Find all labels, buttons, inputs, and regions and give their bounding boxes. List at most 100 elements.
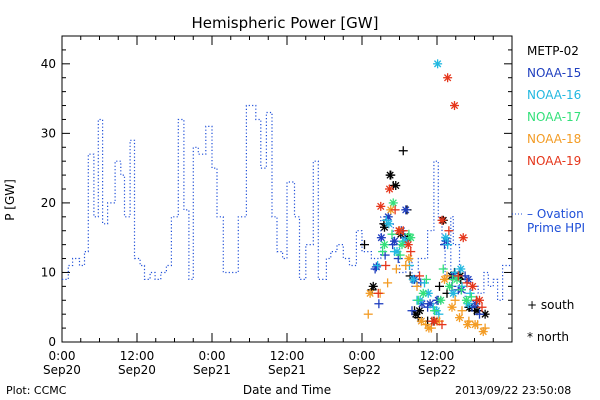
noaa-17-south-point xyxy=(456,285,466,295)
marker-star-arm xyxy=(464,300,472,308)
noaa-19-south-point xyxy=(444,226,454,236)
noaa-19-north-point xyxy=(443,73,453,83)
x-tick-time: 0:00 xyxy=(349,349,376,363)
marker-star-arm xyxy=(372,263,381,271)
x-tick-time: 12:00 xyxy=(420,349,455,363)
noaa-17-south-point xyxy=(430,306,439,316)
x-tick-time: 0:00 xyxy=(199,349,226,363)
legend-entry-noaa-18: NOAA-18 xyxy=(527,132,582,146)
noaa-17-south-point xyxy=(466,292,476,302)
satellite-markers xyxy=(360,59,490,337)
noaa-18-south-point xyxy=(391,264,401,274)
marker-star-arm xyxy=(415,307,424,315)
legend-hpi-label-line1: – Ovation xyxy=(527,207,584,221)
noaa-17-south-point xyxy=(378,247,388,257)
marker-star-arm xyxy=(475,296,484,304)
y-tick-label: 0 xyxy=(48,335,56,349)
x-axis: 0:00Sep2012:00Sep200:00Sep2112:00Sep210:… xyxy=(43,36,494,377)
noaa-19-south-point xyxy=(406,247,416,257)
marker-star-arm xyxy=(385,185,394,193)
noaa-19-south-point xyxy=(415,271,424,281)
marker-star-arm xyxy=(369,282,377,291)
x-tick-date: Sep22 xyxy=(343,363,381,377)
legend-entry-noaa-16: NOAA-16 xyxy=(527,88,582,102)
marker-star-arm xyxy=(407,234,415,242)
noaa-17-south-point xyxy=(395,250,405,260)
marker-star-arm xyxy=(433,60,442,68)
x-tick-time: 12:00 xyxy=(270,349,305,363)
x-tick-date: Sep20 xyxy=(118,363,156,377)
noaa-18-south-point xyxy=(457,306,467,316)
x-tick-date: Sep20 xyxy=(43,363,81,377)
marker-star-arm xyxy=(366,289,374,297)
noaa-17-north-point xyxy=(418,288,428,298)
metp-02-south-point xyxy=(360,240,369,250)
noaa-15-south-point xyxy=(475,309,484,319)
marker-star-arm xyxy=(449,289,457,297)
noaa-18-south-point xyxy=(401,261,411,270)
noaa-15-north-point xyxy=(376,233,386,243)
marker-star-arm xyxy=(404,240,412,249)
noaa-16-north-point xyxy=(456,264,466,274)
noaa-17-south-point xyxy=(413,295,423,305)
noaa-19-north-point xyxy=(458,233,468,243)
marker-star-arm xyxy=(473,307,481,315)
noaa-19-north-point xyxy=(376,201,386,211)
marker-star-arm xyxy=(448,303,456,311)
metp-02-north-point xyxy=(415,306,424,316)
noaa-15-south-point xyxy=(374,299,384,309)
y-tick-label: 20 xyxy=(41,196,56,210)
noaa-17-north-point xyxy=(388,198,398,208)
noaa-16-north-point xyxy=(448,288,458,298)
noaa-19-south-point xyxy=(381,261,391,270)
legend-hpi-label-line2: Prime HPI xyxy=(527,221,585,235)
marker-star-arm xyxy=(405,254,413,263)
x-tick-date: Sep21 xyxy=(268,363,306,377)
marker-star-arm xyxy=(471,320,479,329)
metp-02-north-point xyxy=(385,170,395,180)
marker-star-arm xyxy=(450,101,459,110)
noaa-18-north-point xyxy=(424,323,434,333)
marker-star-arm xyxy=(442,234,450,242)
x-tick-time: 12:00 xyxy=(120,349,155,363)
ovation-prime-hpi-line xyxy=(62,104,512,301)
noaa-19-south-point xyxy=(390,205,400,215)
noaa-15-north-point xyxy=(417,299,427,309)
legend-hpi-label: – Ovation Prime HPI xyxy=(527,207,585,235)
marker-star-arm xyxy=(418,300,426,308)
metp-02-north-point xyxy=(391,181,401,191)
marker-star-arm xyxy=(398,240,406,249)
legend-entry-metp-02: METP-02 xyxy=(527,44,579,58)
noaa-16-north-point xyxy=(441,233,451,243)
marker-star-arm xyxy=(395,227,403,235)
marker-star-arm xyxy=(463,320,472,329)
noaa-18-north-point xyxy=(447,302,457,312)
marker-star-arm xyxy=(393,247,401,256)
x-tick-date: Sep22 xyxy=(418,363,456,377)
marker-star-arm xyxy=(426,300,434,308)
y-tick-label: 40 xyxy=(41,57,56,71)
metp-02-north-point xyxy=(368,281,378,291)
noaa-18-north-point xyxy=(478,327,488,337)
noaa-19-north-point xyxy=(430,316,439,326)
legend-north-label: * north xyxy=(527,330,570,344)
noaa-15-north-point xyxy=(401,205,411,215)
noaa-19-north-point xyxy=(385,184,394,194)
marker-star-arm xyxy=(409,275,417,284)
y-tick-label: 10 xyxy=(41,265,56,279)
noaa-16-north-point xyxy=(433,59,443,69)
noaa-17-north-point xyxy=(445,281,454,291)
noaa-18-north-point xyxy=(440,274,449,284)
noaa-15-south-point xyxy=(407,306,417,316)
marker-star-arm xyxy=(392,181,400,190)
noaa-17-north-point xyxy=(380,240,389,250)
noaa-18-north-point xyxy=(470,320,480,330)
marker-star-arm xyxy=(481,310,489,318)
marker-star-arm xyxy=(438,216,446,224)
noaa-17-south-point xyxy=(438,264,448,274)
marker-star-arm xyxy=(385,220,393,228)
marker-star-arm xyxy=(417,317,426,325)
noaa-17-north-point xyxy=(436,295,446,305)
marker-star-arm xyxy=(402,206,410,214)
marker-star-arm xyxy=(380,240,389,249)
